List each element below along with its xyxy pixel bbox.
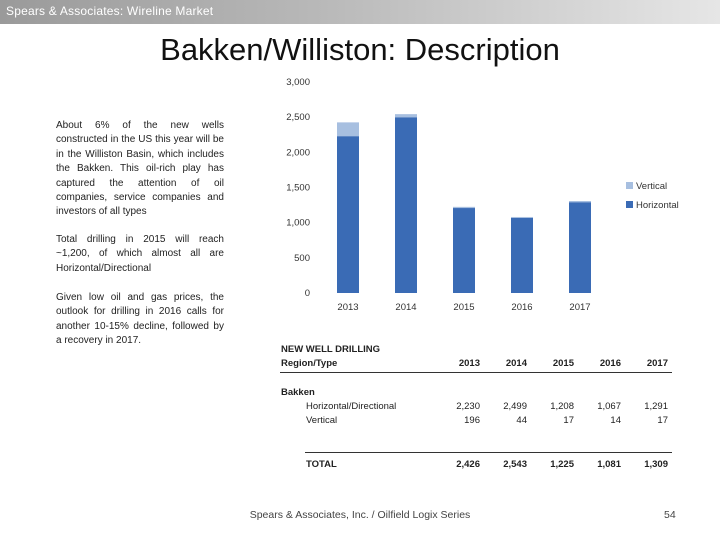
table-cell: 1,291	[644, 401, 668, 412]
table-title: NEW WELL DRILLING	[281, 344, 381, 355]
table-section-bakken: Bakken	[281, 387, 315, 398]
bar-vertical-2017	[569, 201, 591, 203]
y-tick-label: 2,500	[286, 112, 310, 123]
table-row-label: Horizontal/Directional	[306, 401, 397, 412]
table-total-cell: 2,543	[503, 459, 527, 470]
header-banner: Spears & Associates: Wireline Market	[0, 0, 720, 24]
table-header-rule	[280, 372, 672, 373]
x-tick-label: 2016	[511, 302, 532, 313]
table-cell: 17	[563, 415, 574, 426]
table-total-cell: 1,081	[597, 459, 621, 470]
table-total-cell: 2,426	[456, 459, 480, 470]
table-header-region: Region/Type	[281, 358, 338, 369]
table-header-year: 2017	[646, 358, 668, 369]
page-number: 54	[664, 509, 676, 521]
table-header-year: 2013	[458, 358, 480, 369]
table-cell: 196	[464, 415, 480, 426]
table-total-label: TOTAL	[306, 459, 337, 470]
legend-swatch-horizontal	[626, 201, 633, 208]
bar-vertical-2013	[337, 122, 359, 137]
y-tick-label: 0	[305, 288, 310, 299]
bar-vertical-2014	[395, 114, 417, 118]
table-header-year: 2015	[552, 358, 574, 369]
header-banner-text: Spears & Associates: Wireline Market	[6, 4, 214, 18]
bar-horizontal-2015	[453, 208, 475, 293]
y-tick-label: 1,000	[286, 218, 310, 229]
bar-horizontal-2017	[569, 202, 591, 293]
table-cell: 2,499	[503, 401, 527, 412]
legend-label-vertical: Vertical	[636, 181, 667, 192]
text-paragraph-3: Given low oil and gas prices, the outloo…	[56, 292, 224, 347]
table-cell: 2,230	[456, 401, 480, 412]
bar-horizontal-2013	[337, 136, 359, 293]
x-tick-label: 2017	[569, 302, 590, 313]
legend-label-horizontal: Horizontal	[636, 200, 679, 211]
x-tick-label: 2015	[453, 302, 474, 313]
table-total-cell: 1,225	[550, 459, 574, 470]
text-paragraph-2: Total drilling in 2015 will reach ~1,200…	[56, 234, 224, 274]
slide-title: Bakken/Williston: Description	[160, 32, 560, 67]
table-cell: 44	[516, 415, 527, 426]
table-total-cell: 1,309	[644, 459, 668, 470]
table-total-rule	[305, 452, 672, 453]
bar-horizontal-2014	[395, 117, 417, 293]
y-tick-label: 2,000	[286, 147, 310, 158]
table-cell: 1,067	[597, 401, 621, 412]
table-cell: 17	[657, 415, 668, 426]
footer-source: Spears & Associates, Inc. / Oilfield Log…	[249, 509, 471, 521]
table-header-year: 2016	[599, 358, 621, 369]
legend-swatch-vertical	[626, 182, 633, 189]
well-drilling-chart: 0 500 1,000 1,500 2,000 2,500 3,000 2013 2014 20…	[286, 77, 679, 313]
x-tick-label: 2013	[337, 302, 358, 313]
table-cell: 1,208	[550, 401, 574, 412]
y-tick-label: 500	[294, 253, 310, 264]
table-cell: 14	[610, 415, 621, 426]
bar-vertical-2015	[453, 206, 475, 209]
table-row-label: Vertical	[306, 415, 338, 426]
text-paragraph-1: About 6% of the new wells constructed in…	[56, 120, 224, 218]
table-header-year: 2014	[505, 358, 527, 369]
x-tick-label: 2014	[395, 302, 416, 313]
bar-horizontal-2016	[511, 217, 533, 293]
bar-vertical-2016	[511, 216, 533, 218]
y-tick-label: 3,000	[286, 77, 310, 88]
y-tick-label: 1,500	[286, 183, 310, 194]
